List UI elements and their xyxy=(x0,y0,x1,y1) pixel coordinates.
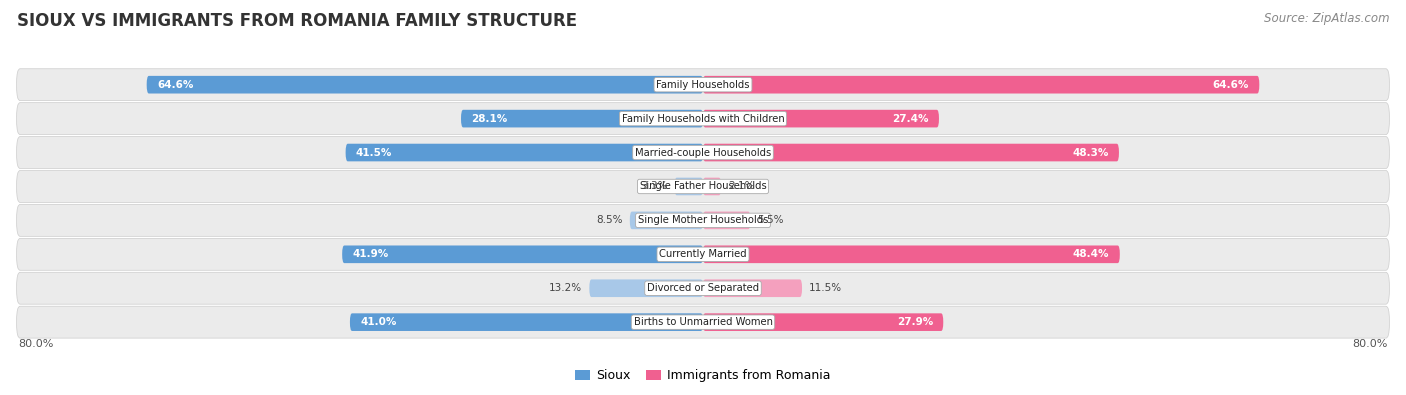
Text: Family Households: Family Households xyxy=(657,80,749,90)
Text: 41.9%: 41.9% xyxy=(353,249,388,259)
Text: Married-couple Households: Married-couple Households xyxy=(636,148,770,158)
Text: 27.4%: 27.4% xyxy=(893,114,928,124)
FancyBboxPatch shape xyxy=(350,313,703,331)
Text: 48.4%: 48.4% xyxy=(1073,249,1109,259)
FancyBboxPatch shape xyxy=(342,245,703,263)
Text: Source: ZipAtlas.com: Source: ZipAtlas.com xyxy=(1264,12,1389,25)
Text: 5.5%: 5.5% xyxy=(758,215,783,226)
FancyBboxPatch shape xyxy=(703,313,943,331)
FancyBboxPatch shape xyxy=(703,245,1119,263)
FancyBboxPatch shape xyxy=(17,205,1389,236)
Text: 11.5%: 11.5% xyxy=(808,283,842,293)
FancyBboxPatch shape xyxy=(703,212,751,229)
FancyBboxPatch shape xyxy=(703,279,801,297)
FancyBboxPatch shape xyxy=(17,137,1389,169)
Text: Divorced or Separated: Divorced or Separated xyxy=(647,283,759,293)
FancyBboxPatch shape xyxy=(17,306,1389,338)
FancyBboxPatch shape xyxy=(703,178,721,195)
Text: 80.0%: 80.0% xyxy=(1353,339,1388,349)
FancyBboxPatch shape xyxy=(146,76,703,94)
Text: 80.0%: 80.0% xyxy=(18,339,53,349)
Text: 28.1%: 28.1% xyxy=(471,114,508,124)
FancyBboxPatch shape xyxy=(461,110,703,128)
Text: 2.1%: 2.1% xyxy=(728,181,755,192)
FancyBboxPatch shape xyxy=(17,171,1389,202)
FancyBboxPatch shape xyxy=(675,178,703,195)
Text: SIOUX VS IMMIGRANTS FROM ROMANIA FAMILY STRUCTURE: SIOUX VS IMMIGRANTS FROM ROMANIA FAMILY … xyxy=(17,12,576,30)
FancyBboxPatch shape xyxy=(703,144,1119,162)
Text: Births to Unmarried Women: Births to Unmarried Women xyxy=(634,317,772,327)
Text: 3.3%: 3.3% xyxy=(641,181,668,192)
FancyBboxPatch shape xyxy=(17,238,1389,270)
Text: Single Mother Households: Single Mother Households xyxy=(638,215,768,226)
Legend: Sioux, Immigrants from Romania: Sioux, Immigrants from Romania xyxy=(571,365,835,387)
Text: 64.6%: 64.6% xyxy=(157,80,194,90)
Text: 64.6%: 64.6% xyxy=(1212,80,1249,90)
Text: Currently Married: Currently Married xyxy=(659,249,747,259)
FancyBboxPatch shape xyxy=(17,69,1389,101)
FancyBboxPatch shape xyxy=(703,76,1260,94)
FancyBboxPatch shape xyxy=(17,103,1389,135)
FancyBboxPatch shape xyxy=(589,279,703,297)
Text: 41.5%: 41.5% xyxy=(356,148,392,158)
Text: 8.5%: 8.5% xyxy=(596,215,623,226)
Text: Single Father Households: Single Father Households xyxy=(640,181,766,192)
FancyBboxPatch shape xyxy=(630,212,703,229)
Text: 13.2%: 13.2% xyxy=(550,283,582,293)
FancyBboxPatch shape xyxy=(346,144,703,162)
FancyBboxPatch shape xyxy=(17,272,1389,304)
FancyBboxPatch shape xyxy=(703,110,939,128)
Text: 48.3%: 48.3% xyxy=(1073,148,1108,158)
Text: Family Households with Children: Family Households with Children xyxy=(621,114,785,124)
Text: 41.0%: 41.0% xyxy=(360,317,396,327)
Text: 27.9%: 27.9% xyxy=(897,317,934,327)
